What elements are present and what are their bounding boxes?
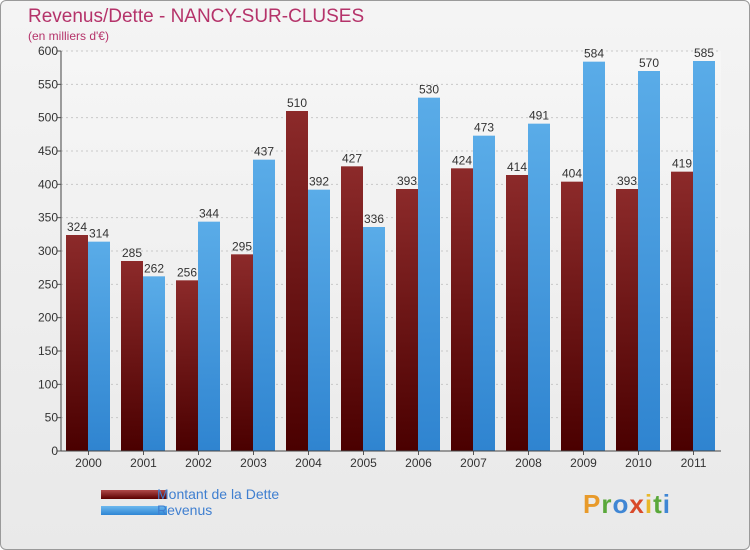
logo-letter: x bbox=[629, 489, 645, 519]
y-tick-label: 100 bbox=[38, 377, 58, 391]
bar-revenus bbox=[253, 159, 275, 451]
x-tick-label: 2000 bbox=[75, 456, 102, 470]
y-tick-label: 550 bbox=[38, 77, 58, 91]
data-label: 424 bbox=[452, 153, 472, 167]
data-label: 510 bbox=[287, 96, 307, 110]
data-label: 392 bbox=[309, 175, 329, 189]
chart-title: Revenus/Dette - NANCY-SUR-CLUSES bbox=[28, 6, 365, 27]
data-label: 256 bbox=[177, 265, 197, 279]
data-label: 404 bbox=[562, 167, 582, 181]
bar-revenus bbox=[308, 189, 330, 451]
data-label: 570 bbox=[639, 56, 659, 70]
bar-dette bbox=[451, 168, 473, 452]
y-tick-label: 500 bbox=[38, 111, 58, 125]
x-tick-label: 2010 bbox=[625, 456, 652, 470]
x-tick-label: 2011 bbox=[681, 456, 707, 470]
bar-dette bbox=[671, 171, 693, 451]
x-tick-label: 2005 bbox=[350, 456, 377, 470]
logo-letter: t bbox=[653, 489, 663, 519]
data-label: 393 bbox=[617, 174, 637, 188]
x-tick-label: 2004 bbox=[295, 456, 322, 470]
data-label: 530 bbox=[419, 83, 439, 97]
logo-letter: o bbox=[612, 489, 630, 519]
x-tick-label: 2002 bbox=[185, 456, 212, 470]
data-label: 393 bbox=[397, 174, 417, 188]
bar-revenus bbox=[418, 97, 440, 452]
data-label: 262 bbox=[144, 261, 164, 275]
x-tick-label: 2003 bbox=[240, 456, 267, 470]
data-label: 336 bbox=[364, 212, 384, 226]
legend-label-revenus: Revenus bbox=[157, 502, 213, 518]
y-tick-label: 350 bbox=[38, 211, 58, 225]
y-tick-label: 300 bbox=[38, 244, 58, 258]
bar-revenus bbox=[88, 241, 110, 451]
bar-dette bbox=[396, 189, 418, 451]
bar-revenus bbox=[143, 276, 165, 451]
bar-dette bbox=[176, 280, 198, 451]
data-label: 414 bbox=[507, 160, 527, 174]
data-label: 285 bbox=[122, 246, 142, 260]
legend-swatch-revenus bbox=[101, 506, 167, 515]
bar-dette bbox=[561, 181, 583, 451]
x-tick-label: 2008 bbox=[515, 456, 542, 470]
data-label: 419 bbox=[672, 157, 692, 171]
bar-dette bbox=[66, 235, 88, 451]
bar-dette bbox=[341, 166, 363, 452]
logo-letter: r bbox=[601, 489, 613, 519]
logo-letter: i bbox=[662, 489, 671, 519]
y-tick-label: 0 bbox=[51, 444, 58, 458]
bar-dette bbox=[506, 175, 528, 451]
logo-letter: P bbox=[583, 489, 602, 519]
x-tick-label: 2006 bbox=[405, 456, 432, 470]
y-tick-label: 450 bbox=[38, 144, 58, 158]
data-label: 584 bbox=[584, 47, 604, 61]
data-label: 585 bbox=[694, 46, 714, 60]
data-label: 324 bbox=[67, 220, 87, 234]
bar-dette bbox=[121, 261, 143, 451]
bar-revenus bbox=[583, 61, 605, 452]
y-tick-label: 600 bbox=[38, 44, 58, 58]
bar-dette bbox=[616, 189, 638, 451]
bar-revenus bbox=[198, 221, 220, 451]
data-label: 344 bbox=[199, 207, 219, 221]
x-tick-label: 2001 bbox=[130, 456, 157, 470]
logo-letter: i bbox=[644, 489, 654, 519]
data-label: 473 bbox=[474, 121, 494, 135]
data-label: 427 bbox=[342, 151, 362, 165]
y-tick-label: 200 bbox=[38, 311, 58, 325]
x-tick-label: 2007 bbox=[460, 456, 487, 470]
y-tick-label: 400 bbox=[38, 177, 58, 191]
legend-swatch-debt bbox=[101, 490, 167, 499]
y-tick-label: 250 bbox=[38, 277, 58, 291]
proxiti-logo: Proxiti bbox=[583, 489, 671, 520]
data-label: 491 bbox=[529, 109, 549, 123]
chart-subtitle: (en milliers d'€) bbox=[28, 29, 109, 43]
y-tick-label: 150 bbox=[38, 344, 58, 358]
bar-revenus bbox=[693, 61, 715, 451]
bar-revenus bbox=[473, 135, 495, 451]
legend-label-debt: Montant de la Dette bbox=[157, 486, 280, 502]
bar-revenus bbox=[363, 227, 385, 451]
bar-dette bbox=[231, 254, 253, 451]
data-label: 314 bbox=[89, 227, 109, 241]
y-tick-label: 50 bbox=[45, 411, 59, 425]
x-tick-label: 2009 bbox=[570, 456, 597, 470]
bar-revenus bbox=[528, 123, 550, 452]
data-label: 437 bbox=[254, 145, 274, 159]
data-label: 295 bbox=[232, 239, 252, 253]
bar-dette bbox=[286, 111, 308, 451]
bar-revenus bbox=[638, 71, 660, 451]
